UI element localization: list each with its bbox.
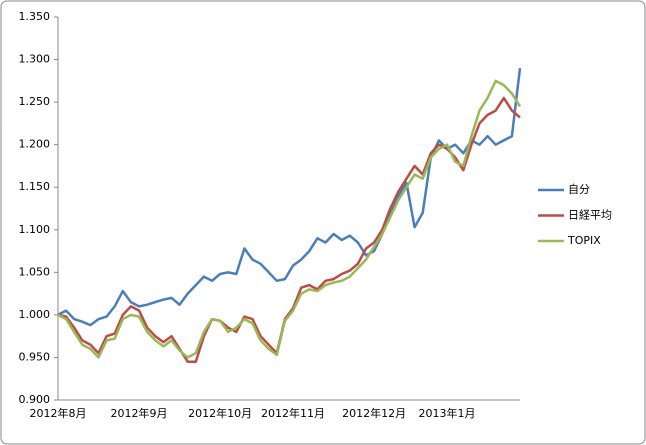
- y-tick-label: 1.350: [19, 10, 51, 23]
- y-tick-label: 0.950: [19, 350, 51, 363]
- series-line: [57, 67, 522, 327]
- x-tick-label: 2012年10月: [188, 406, 252, 420]
- y-tick-label: 0.900: [19, 393, 51, 406]
- legend-label: 日経平均: [568, 209, 612, 222]
- legend-label: 自分: [568, 183, 590, 196]
- x-tick-label: 2012年8月: [30, 406, 87, 420]
- y-tick-label: 1.150: [19, 180, 51, 193]
- x-tick-label: 2012年12月: [342, 406, 406, 420]
- y-tick-label: 1.200: [19, 138, 51, 151]
- y-tick-label: 1.050: [19, 265, 51, 278]
- y-tick-label: 1.300: [19, 53, 51, 66]
- x-tick-label: 2012年9月: [111, 406, 168, 420]
- x-tick-label: 2012年11月: [261, 406, 325, 420]
- y-tick-label: 1.100: [19, 223, 51, 236]
- x-tick-label: 2013年1月: [419, 406, 476, 420]
- legend-label: TOPIX: [567, 234, 601, 247]
- y-tick-label: 1.250: [19, 95, 51, 108]
- series-line: [57, 79, 522, 359]
- y-tick-label: 1.000: [19, 308, 51, 321]
